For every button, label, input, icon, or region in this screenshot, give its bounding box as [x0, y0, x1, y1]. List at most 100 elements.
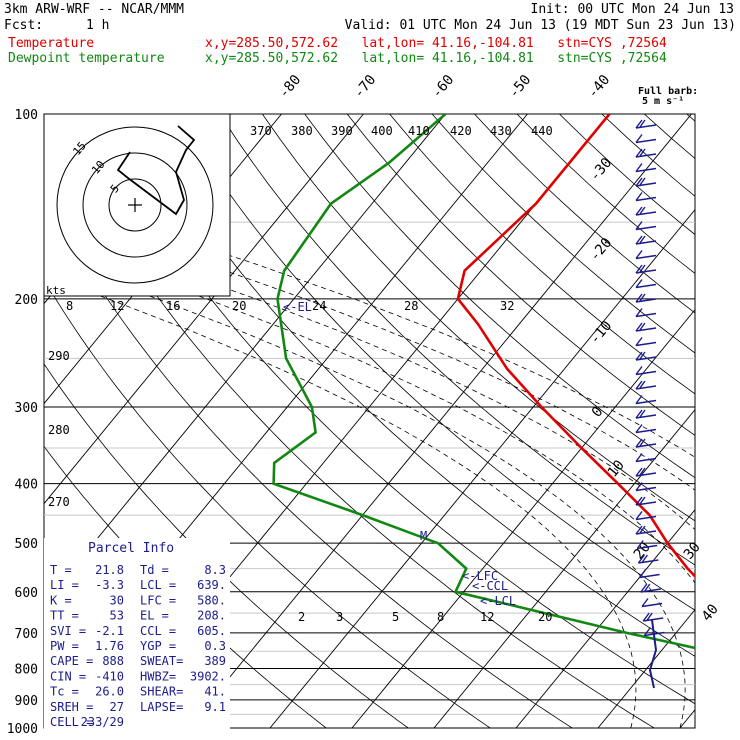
moist-adiabat — [44, 258, 686, 728]
wind-barb — [635, 298, 657, 303]
wind-barb-flag — [635, 380, 643, 390]
level-marker: <-EL — [283, 300, 312, 314]
parcel-info-cell: CELL = — [50, 715, 93, 729]
wind-barb — [635, 153, 657, 158]
mixing-ratio-label: 28 — [404, 299, 418, 313]
theta-label: 400 — [371, 124, 393, 138]
parcel-info-cell: 53 — [110, 609, 124, 623]
wind-barb-flag — [640, 583, 648, 593]
wind-barb — [643, 617, 664, 622]
mixing-ratio-label: 3 — [336, 610, 343, 624]
parcel-info-cell: CIN = — [50, 669, 86, 683]
parcel-info-cell: 580. — [197, 593, 226, 607]
wind-barb-flag — [635, 148, 643, 158]
wind-barb-flag — [635, 525, 643, 535]
wind-barb-flag — [635, 409, 643, 419]
wind-barb-flag — [635, 206, 643, 216]
wind-barb-flag — [635, 293, 643, 303]
wind-barb-flag — [635, 453, 643, 462]
mixing-ratio-label: 20 — [232, 299, 246, 313]
wind-barb-flag — [637, 554, 645, 564]
isotherm-line — [44, 114, 446, 605]
wind-barb — [635, 399, 657, 405]
model-title: 3km ARW-WRF -- NCAR/MMM — [4, 2, 185, 17]
mixing-ratio-label: 12 — [480, 610, 494, 624]
wind-barb — [635, 182, 657, 187]
dry-adiabat — [304, 114, 695, 479]
parcel-info-cell: 26.0 — [95, 685, 124, 699]
wind-barb-flag — [635, 467, 643, 477]
theta-label: 440 — [531, 124, 553, 138]
parcel-info-cell: 8.3 — [204, 563, 226, 577]
wind-barb-flag — [635, 424, 643, 433]
dry-adiabat — [516, 114, 695, 274]
temperature-legend: Temperature — [8, 36, 95, 51]
parcel-info-cell: -2.1 — [95, 624, 124, 638]
level-marker: <-CCL — [472, 579, 508, 593]
wind-barb-flag — [635, 250, 643, 259]
isotherm-line — [187, 114, 692, 728]
theta-label: 390 — [331, 124, 353, 138]
dry-adiabat — [389, 114, 695, 395]
wind-barb-flag — [635, 221, 643, 230]
wind-barb-low-levels — [648, 619, 658, 689]
isotherm-label: -50 — [506, 72, 535, 102]
parcel-info-cell: TT = — [50, 609, 79, 623]
pressure-label: 100 — [15, 108, 38, 123]
dry-adiabat — [44, 191, 573, 728]
dry-adiabat — [346, 114, 695, 436]
level-marker: <-LFC — [462, 569, 498, 583]
isotherm-line — [351, 308, 695, 728]
wind-barb-flag — [639, 380, 646, 389]
wind-barb — [635, 501, 657, 506]
parcel-info-cell: 41. — [204, 685, 226, 699]
hodograph-ring — [56, 126, 214, 284]
wind-barb — [635, 457, 657, 463]
wind-barb-flag — [635, 322, 643, 332]
temperature-location: x,y=285.50,572.62 lat,lon= 41.16,-104.81… — [205, 36, 667, 51]
theta-label: 290 — [48, 349, 70, 363]
temperature-profile — [456, 114, 695, 579]
mixing-ratio-label: 8 — [437, 610, 444, 624]
isotherm-label: -30 — [587, 155, 616, 185]
dry-adiabat — [729, 114, 740, 728]
isotherm-line — [515, 508, 695, 728]
parcel-info-cell: 389 — [204, 654, 226, 668]
wind-barb-flag — [639, 438, 646, 447]
wind-barbs — [635, 119, 665, 689]
parcel-info-cell: SWEAT= — [140, 654, 183, 668]
theta-label: 270 — [48, 495, 70, 509]
wind-barb-flag — [644, 583, 651, 592]
wind-barb — [635, 530, 657, 535]
parcel-info-cell: 27 — [110, 700, 124, 714]
mixing-ratio-label: 12 — [110, 299, 124, 313]
wind-barb — [638, 559, 659, 564]
wind-barb-flag — [639, 177, 646, 186]
hodograph-trace — [116, 125, 196, 216]
wind-barb-flag — [635, 119, 643, 129]
isotherm-label: -40 — [585, 72, 614, 102]
parcel-info-cell: SVI = — [50, 624, 86, 638]
wind-barb-flag — [642, 612, 650, 622]
parcel-info-cell: 233/29 — [81, 715, 124, 729]
wind-barb-flag — [639, 119, 646, 128]
parcel-info-cell: T = — [50, 563, 72, 577]
wind-barb-flag — [639, 293, 646, 302]
wind-barb-flag — [635, 482, 643, 491]
wind-barb — [635, 124, 657, 129]
parcel-info-cell: LCL = — [140, 578, 176, 592]
parcel-info-cell: SREH = — [50, 700, 93, 714]
parcel-info-cell: CAPE = — [50, 654, 93, 668]
wind-barb — [635, 269, 657, 274]
wind-barb-flag — [635, 395, 643, 404]
theta-label: 430 — [490, 124, 512, 138]
mixing-ratio-label: 16 — [166, 299, 180, 313]
forecast-label: Fcst: — [4, 18, 44, 33]
isotherm-line — [269, 208, 695, 728]
wind-barb-flag — [635, 163, 643, 172]
parcel-info-cell: 888 — [102, 654, 124, 668]
parcel-info-cell: K = — [50, 593, 72, 607]
parcel-info-cell: Tc = — [50, 685, 79, 699]
